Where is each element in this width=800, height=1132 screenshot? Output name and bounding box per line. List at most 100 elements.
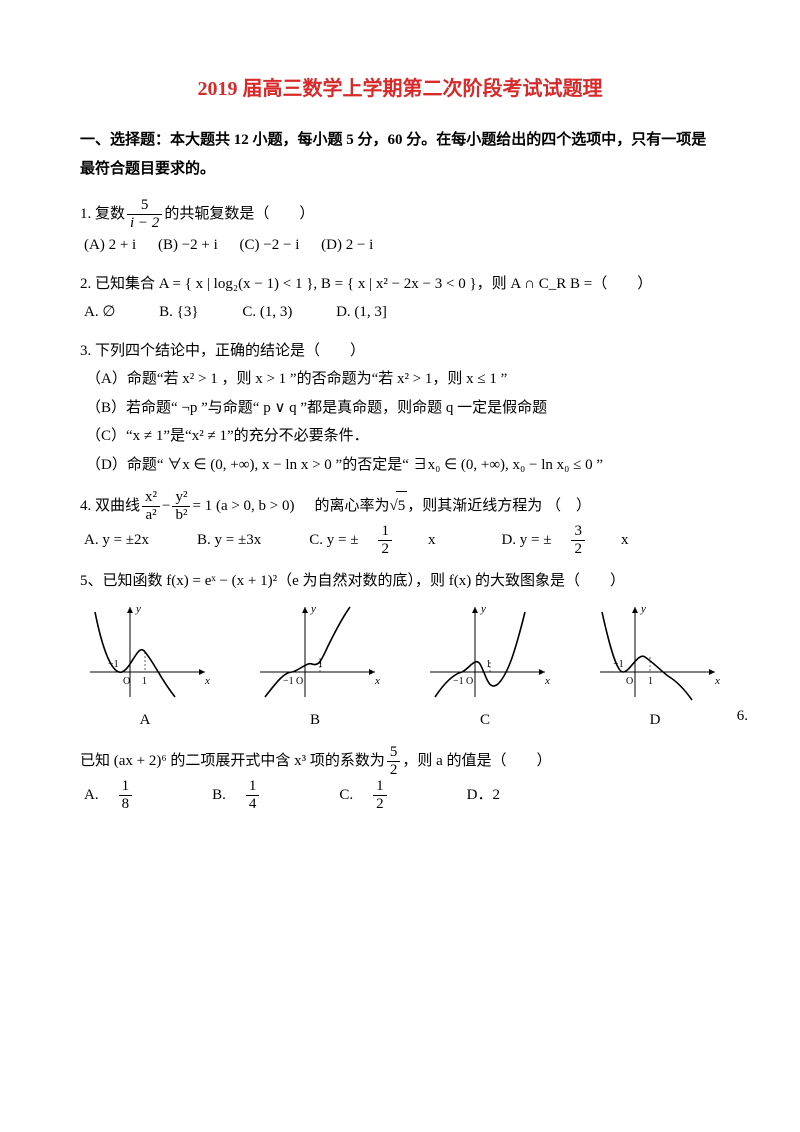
q1-fraction: 5 i − 2 bbox=[127, 197, 162, 231]
q4-term1: x² a² bbox=[142, 489, 160, 523]
q1-options: (A) 2 + i (B) −2 + i (C) −2 − i (D) 2 − … bbox=[84, 231, 720, 260]
q4-eq: = 1 (a > 0, b > 0) bbox=[192, 492, 294, 521]
q6b-n: 1 bbox=[246, 778, 260, 796]
q4d-d: 2 bbox=[571, 541, 585, 558]
svg-text:O: O bbox=[296, 676, 303, 687]
q6c-n: 1 bbox=[373, 778, 387, 796]
q4-opt-a: A. y = ±2x bbox=[84, 526, 149, 555]
q4-opt-d: D. y = ± 32 x bbox=[501, 523, 646, 557]
svg-text:y: y bbox=[480, 603, 486, 615]
q5-stem: 5、已知函数 f(x) = eˣ − (x + 1)²（e 为自然对数的底），则… bbox=[80, 567, 720, 596]
q3-opt-d: （D）命题“ ∀x ∈ (0, +∞), x − ln x > 0 ”的否定是“… bbox=[86, 451, 720, 480]
q1-stem-prefix: 1. 复数 bbox=[80, 200, 125, 229]
svg-text:x: x bbox=[714, 675, 720, 687]
svg-text:−1: −1 bbox=[453, 676, 464, 687]
q4d-post: x bbox=[621, 526, 629, 555]
q5-label-d: D bbox=[590, 706, 720, 735]
svg-text:1: 1 bbox=[142, 676, 147, 687]
q4c-d: 2 bbox=[378, 541, 392, 558]
q6-suffix: ，则 a 的值是（ ） bbox=[402, 747, 551, 776]
q6a-pre: A. bbox=[84, 781, 99, 810]
q6-fr-d: 2 bbox=[387, 762, 401, 779]
q5-graphs: x y O −1 1 A x y O −1 1 bbox=[80, 602, 720, 735]
section-heading: 一、选择题：本大题共 12 小题，每小题 5 分，60 分。在每小题给出的四个选… bbox=[80, 126, 720, 183]
q4-prefix: 4. 双曲线 bbox=[80, 492, 140, 521]
q5-graph-d: x y O −1 1 D 6. bbox=[590, 602, 720, 735]
q6b-pre: B. bbox=[212, 781, 226, 810]
q6a-d: 8 bbox=[119, 796, 133, 813]
q6-fr-n: 5 bbox=[387, 744, 401, 762]
svg-text:x: x bbox=[544, 675, 550, 687]
q3-opt-c: （C）“x ≠ 1”是“x² ≠ 1”的充分不必要条件． bbox=[86, 422, 720, 451]
q6-lead: 6. bbox=[737, 702, 748, 731]
q4-t2d: b² bbox=[172, 507, 190, 524]
q6-opt-c: C. 12 bbox=[339, 778, 422, 812]
q5-label-c: C bbox=[420, 706, 550, 735]
question-6: 已知 (ax + 2)⁶ 的二项展开式中含 x³ 项的系数为 5 2 ，则 a … bbox=[80, 744, 720, 812]
svg-text:x: x bbox=[204, 675, 210, 687]
q4-options: A. y = ±2x B. y = ±3x C. y = ± 12 x D. y… bbox=[84, 523, 720, 557]
q2-opt-a: A. ∅ bbox=[84, 298, 115, 327]
q2-stem: 2. 已知集合 A = { x | log₂(x − 1) < 1 }, B =… bbox=[80, 270, 720, 299]
q4c-post: x bbox=[428, 526, 436, 555]
q1-frac-num: 5 bbox=[127, 197, 162, 215]
q2-opt-c: C. (1, 3) bbox=[242, 298, 292, 327]
q6-frac: 5 2 bbox=[387, 744, 401, 778]
q6c-pre: C. bbox=[339, 781, 353, 810]
question-4: 4. 双曲线 x² a² − y² b² = 1 (a > 0, b > 0) … bbox=[80, 489, 720, 557]
q4-opt-b: B. y = ±3x bbox=[197, 526, 261, 555]
q4d-pre: D. y = ± bbox=[501, 526, 551, 555]
q6c-d: 2 bbox=[373, 796, 387, 813]
q4-minus: − bbox=[162, 492, 170, 521]
q5-graph-b: x y O −1 1 B bbox=[250, 602, 380, 735]
q4-suffix: ，则其渐近线方程为 （ ） bbox=[407, 492, 591, 521]
svg-text:x: x bbox=[374, 675, 380, 687]
question-3: 3. 下列四个结论中，正确的结论是（ ） （A）命题“若 x² > 1 ，则 x… bbox=[80, 337, 720, 480]
svg-text:1: 1 bbox=[648, 676, 653, 687]
svg-text:y: y bbox=[640, 603, 646, 615]
question-2: 2. 已知集合 A = { x | log₂(x − 1) < 1 }, B =… bbox=[80, 270, 720, 327]
svg-text:O: O bbox=[466, 676, 473, 687]
q3-opt-b: （B）若命题“ ¬p ”与命题“ p ∨ q ”都是真命题，则命题 q 一定是假… bbox=[86, 394, 720, 423]
q6b-d: 4 bbox=[246, 796, 260, 813]
q4-t1d: a² bbox=[142, 507, 160, 524]
q1-opt-b: (B) −2 + i bbox=[158, 231, 218, 260]
q5-graph-c: x y O −1 1 C bbox=[420, 602, 550, 735]
q5-label-a: A bbox=[80, 706, 210, 735]
q2-opt-d: D. (1, 3] bbox=[336, 298, 387, 327]
q4c-pre: C. y = ± bbox=[309, 526, 358, 555]
q1-opt-d: (D) 2 − i bbox=[321, 231, 373, 260]
q2-options: A. ∅ B. {3} C. (1, 3) D. (1, 3] bbox=[84, 298, 720, 327]
q1-opt-c: (C) −2 − i bbox=[240, 231, 300, 260]
q3-stem: 3. 下列四个结论中，正确的结论是（ ） bbox=[80, 337, 720, 366]
svg-text:1: 1 bbox=[486, 659, 491, 670]
q6-opt-a: A. 18 bbox=[84, 778, 168, 812]
q4-opt-c: C. y = ± 12 x bbox=[309, 523, 453, 557]
q4d-n: 3 bbox=[571, 523, 585, 541]
svg-text:y: y bbox=[135, 603, 141, 615]
q6-prefix: 已知 (ax + 2)⁶ 的二项展开式中含 x³ 项的系数为 bbox=[80, 747, 385, 776]
svg-text:O: O bbox=[123, 676, 130, 687]
q4-term2: y² b² bbox=[172, 489, 190, 523]
q6-opt-d: D．2 bbox=[467, 781, 500, 810]
q1-opt-a: (A) 2 + i bbox=[84, 231, 136, 260]
svg-text:−1: −1 bbox=[283, 676, 294, 687]
page-title: 2019 届高三数学上学期第二次阶段考试试题理 bbox=[80, 70, 720, 108]
q4-sqrt: 5 bbox=[396, 491, 408, 521]
q6a-n: 1 bbox=[119, 778, 133, 796]
q3-opt-a: （A）命题“若 x² > 1 ，则 x > 1 ”的否命题为“若 x² > 1，… bbox=[86, 365, 720, 394]
q6-opt-b: B. 14 bbox=[212, 778, 295, 812]
q4-t2n: y² bbox=[172, 489, 190, 507]
q1-frac-den-txt: i − 2 bbox=[130, 215, 159, 231]
question-1: 1. 复数 5 i − 2 的共轭复数是（ ） (A) 2 + i (B) −2… bbox=[80, 197, 720, 260]
svg-text:O: O bbox=[626, 676, 633, 687]
q1-stem-suffix: 的共轭复数是（ ） bbox=[164, 200, 314, 229]
question-5: 5、已知函数 f(x) = eˣ − (x + 1)²（e 为自然对数的底），则… bbox=[80, 567, 720, 734]
q4-mid: 的离心率为 bbox=[315, 492, 390, 521]
q1-frac-den: i − 2 bbox=[127, 215, 162, 232]
q2-opt-b: B. {3} bbox=[159, 298, 198, 327]
q5-graph-a: x y O −1 1 A bbox=[80, 602, 210, 735]
q4c-n: 1 bbox=[378, 523, 392, 541]
q5-label-b: B bbox=[250, 706, 380, 735]
svg-text:y: y bbox=[310, 603, 316, 615]
